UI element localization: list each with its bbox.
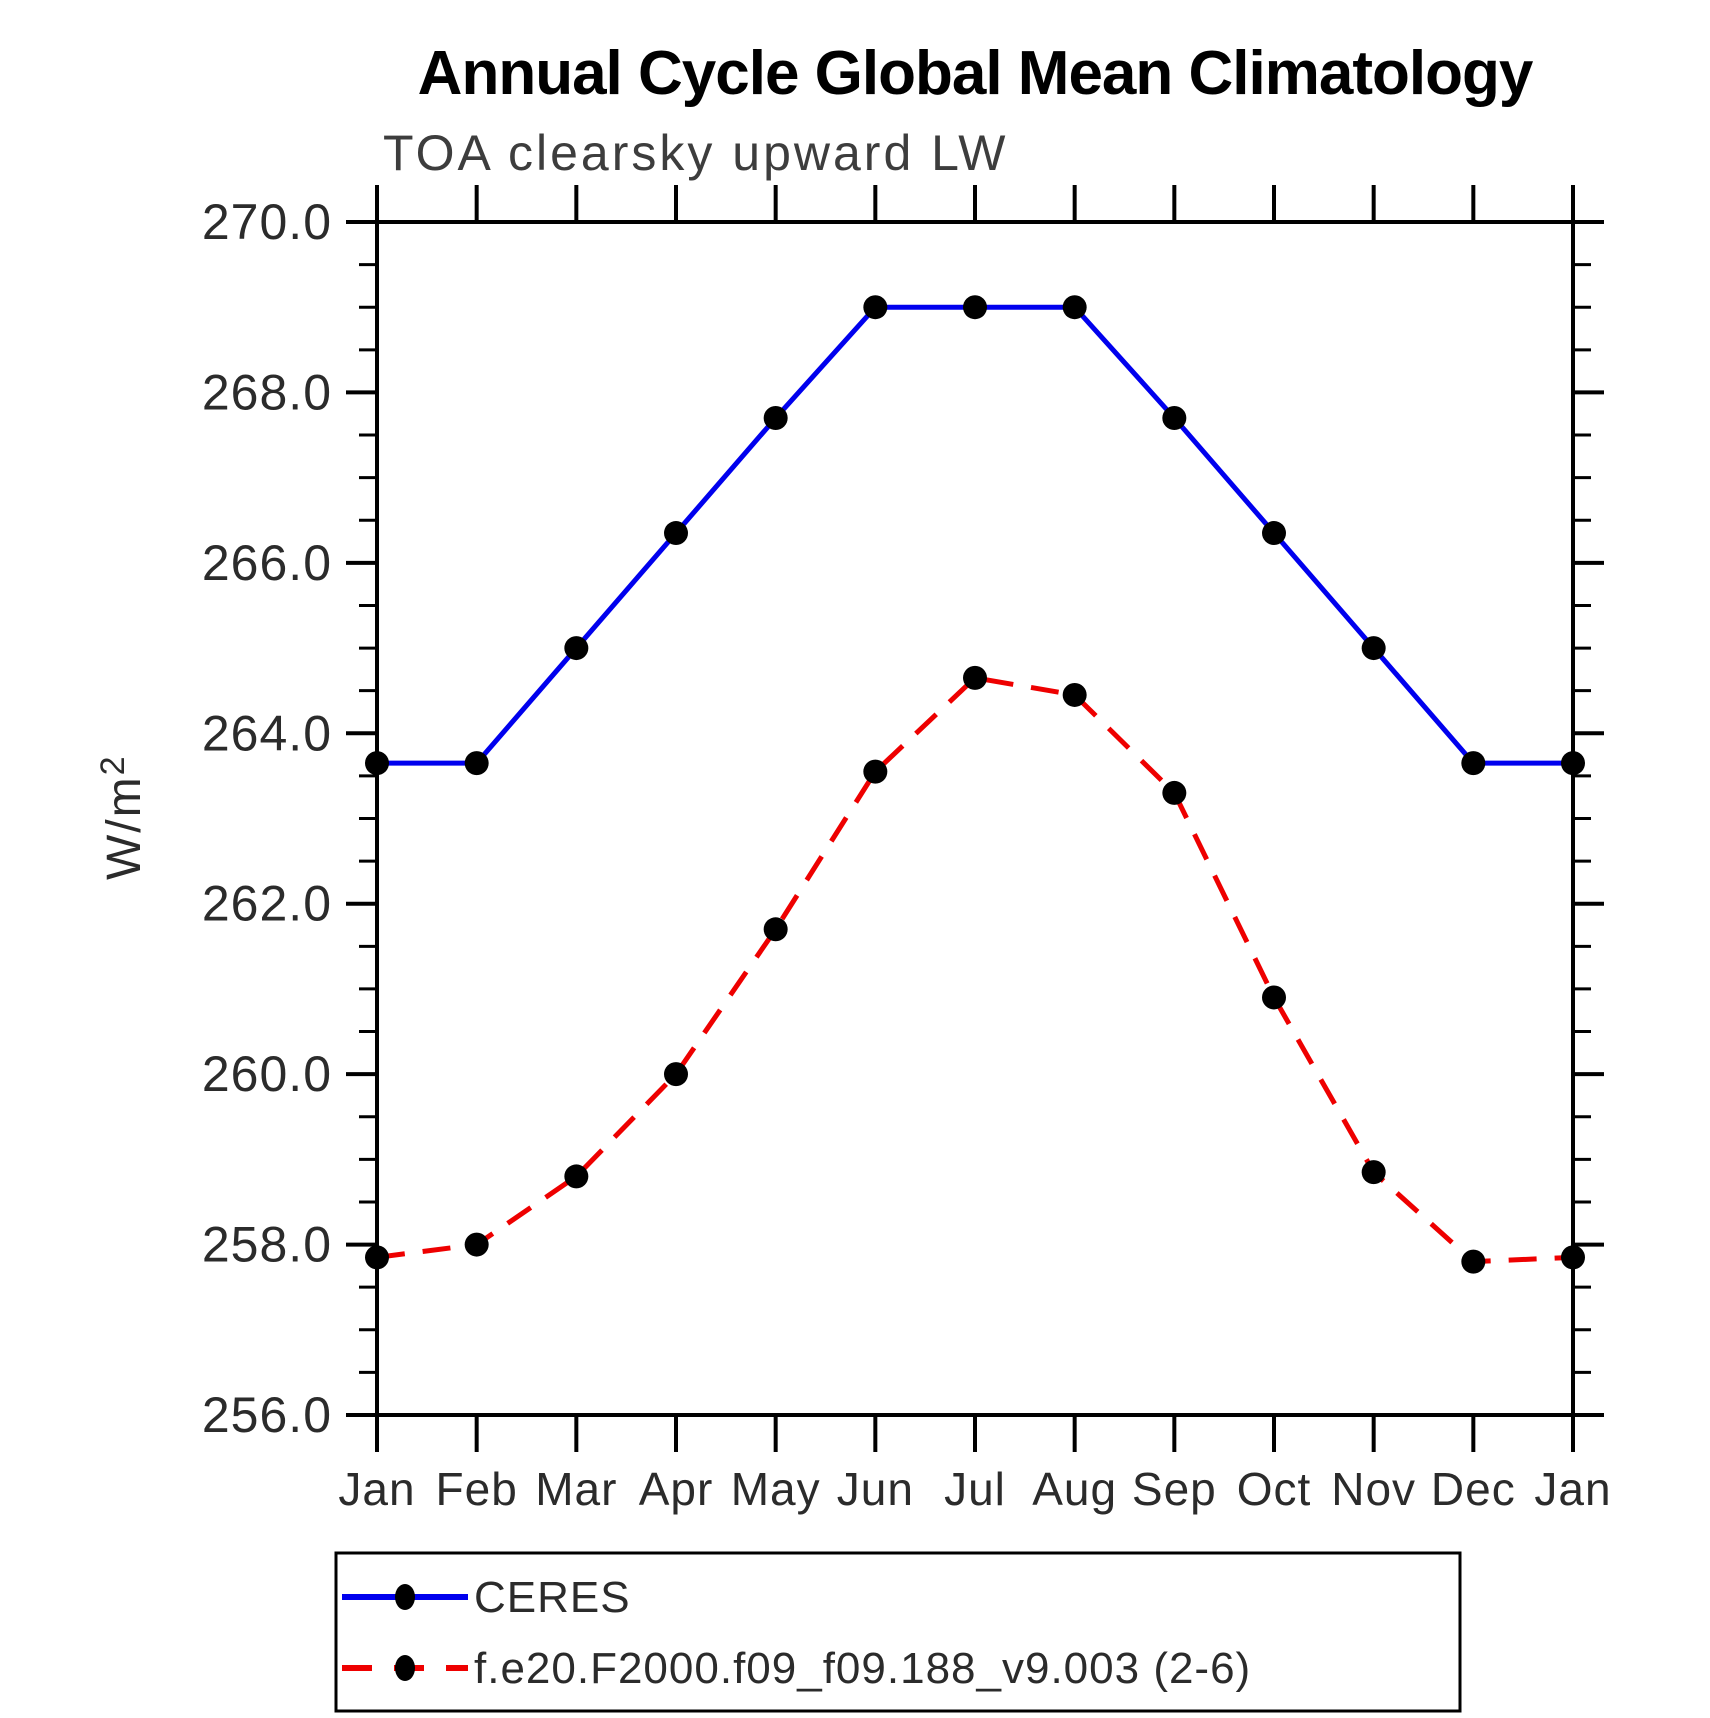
data-point-marker <box>763 917 788 942</box>
y-axis-tick-label: 260.0 <box>202 1046 332 1102</box>
data-point-marker <box>365 751 389 776</box>
legend-marker <box>395 1584 415 1610</box>
data-point-marker <box>963 665 987 690</box>
x-axis-month-label: Jan <box>1534 1463 1611 1515</box>
data-point-marker <box>863 759 888 784</box>
legend-label: f.e20.F2000.f09_f09.188_v9.003 (2-6) <box>474 1644 1251 1693</box>
data-point-marker <box>1062 295 1087 320</box>
y-axis-tick-label: 270.0 <box>202 194 332 250</box>
legend-label: CERES <box>474 1573 631 1622</box>
x-axis-month-label: Nov <box>1331 1463 1416 1515</box>
series-line-1 <box>376 675 1574 1265</box>
data-point-marker <box>1561 1245 1585 1270</box>
chart-title: Annual Cycle Global Mean Climatology <box>417 39 1534 108</box>
y-axis-tick-label: 262.0 <box>202 876 332 932</box>
y-axis-tick-label: 256.0 <box>202 1387 332 1443</box>
y-axis-tick-label: 258.0 <box>202 1217 332 1273</box>
data-point-marker <box>1361 1160 1386 1185</box>
data-point-marker <box>763 405 788 430</box>
data-point-marker <box>1062 682 1087 707</box>
data-point-marker <box>963 295 987 320</box>
y-axis-label: W/m2 <box>94 754 151 880</box>
data-point-marker <box>1461 751 1486 776</box>
data-point-marker <box>664 521 688 546</box>
legend-box <box>334 1551 1462 1713</box>
x-axis-month-label: Jan <box>338 1463 415 1515</box>
data-point-marker <box>464 751 489 776</box>
x-axis-month-label: Dec <box>1431 1463 1516 1515</box>
data-point-marker <box>664 1062 688 1087</box>
data-point-marker <box>1162 405 1187 430</box>
data-point-marker <box>564 636 589 661</box>
data-point-marker <box>1262 985 1286 1010</box>
data-point-marker <box>1361 636 1386 661</box>
x-axis-month-label: Aug <box>1032 1463 1117 1515</box>
data-point-marker <box>365 1245 389 1270</box>
data-point-marker <box>1561 751 1585 776</box>
x-axis-month-label: Feb <box>436 1463 518 1515</box>
data-point-marker <box>863 295 888 320</box>
data-point-marker <box>1461 1249 1486 1274</box>
plot-box <box>375 220 1575 1417</box>
series-line-0 <box>377 304 1573 766</box>
data-point-marker <box>1262 521 1286 546</box>
x-axis-month-label: Jun <box>837 1463 914 1515</box>
data-point-marker <box>564 1164 589 1189</box>
x-axis-month-label: May <box>731 1463 821 1515</box>
chart-subtitle: TOA clearsky upward LW <box>383 125 1009 181</box>
x-axis-month-label: Jul <box>944 1463 1006 1515</box>
y-axis-tick-label: 266.0 <box>202 535 332 591</box>
x-axis-month-label: Sep <box>1132 1463 1217 1515</box>
y-axis-tick-label: 264.0 <box>202 705 332 761</box>
x-axis-month-label: Apr <box>639 1463 714 1515</box>
x-axis-month-label: Mar <box>535 1463 617 1515</box>
data-point-marker <box>464 1232 489 1257</box>
data-point-marker <box>1162 780 1187 805</box>
y-axis-tick-label: 268.0 <box>202 364 332 420</box>
x-axis-month-label: Oct <box>1237 1463 1312 1515</box>
legend-marker <box>395 1655 415 1681</box>
